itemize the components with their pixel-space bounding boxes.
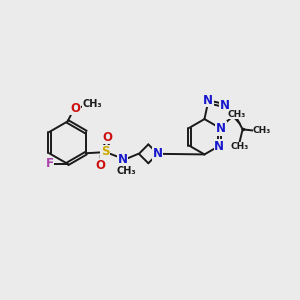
Text: O: O <box>96 159 106 172</box>
Text: O: O <box>102 130 112 143</box>
Text: N: N <box>220 99 230 112</box>
Text: CH₃: CH₃ <box>82 99 102 109</box>
Text: CH₃: CH₃ <box>227 110 245 118</box>
Text: F: F <box>46 157 54 170</box>
Text: S: S <box>101 145 109 158</box>
Text: CH₃: CH₃ <box>116 167 136 176</box>
Text: N: N <box>118 153 128 166</box>
Text: CH₃: CH₃ <box>253 126 271 135</box>
Text: N: N <box>153 147 163 160</box>
Text: O: O <box>70 102 80 115</box>
Text: N: N <box>203 94 213 107</box>
Text: N: N <box>214 140 224 153</box>
Text: CH₃: CH₃ <box>230 142 249 151</box>
Text: N: N <box>216 122 226 135</box>
